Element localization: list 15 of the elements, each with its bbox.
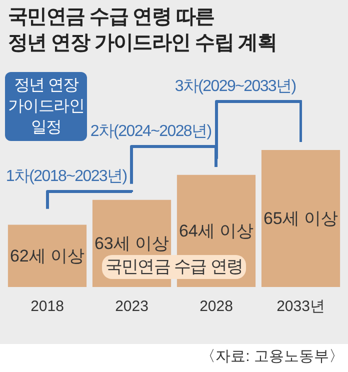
chart-title: 국민연금 수급 연령 따른 정년 연장 가이드라인 수립 계획 bbox=[8, 5, 277, 56]
annotation: 1차(2018~2023년) bbox=[6, 166, 127, 187]
data-label: 63세 이상 bbox=[94, 234, 170, 253]
data-label: 64세 이상 bbox=[178, 221, 254, 240]
x-tick-label: 2023 bbox=[115, 298, 148, 315]
data-label: 62세 이상 bbox=[10, 246, 85, 266]
x-tick-label: 2028 bbox=[200, 298, 233, 315]
data-label: 65세 이상 bbox=[263, 209, 338, 228]
text: 2차(2024~2028년) bbox=[90, 122, 212, 142]
text: 정년 연장 가이드라인 일정 bbox=[5, 72, 87, 141]
text: 〈자료: 고용노동부〉 bbox=[200, 347, 344, 366]
x-tick-label: 2018 bbox=[30, 298, 64, 315]
annotation: 국민연금 수급 연령 bbox=[102, 255, 246, 279]
x-tick-label: 2033년 bbox=[276, 298, 325, 315]
text: 3차(2029~2033년) bbox=[174, 77, 296, 97]
